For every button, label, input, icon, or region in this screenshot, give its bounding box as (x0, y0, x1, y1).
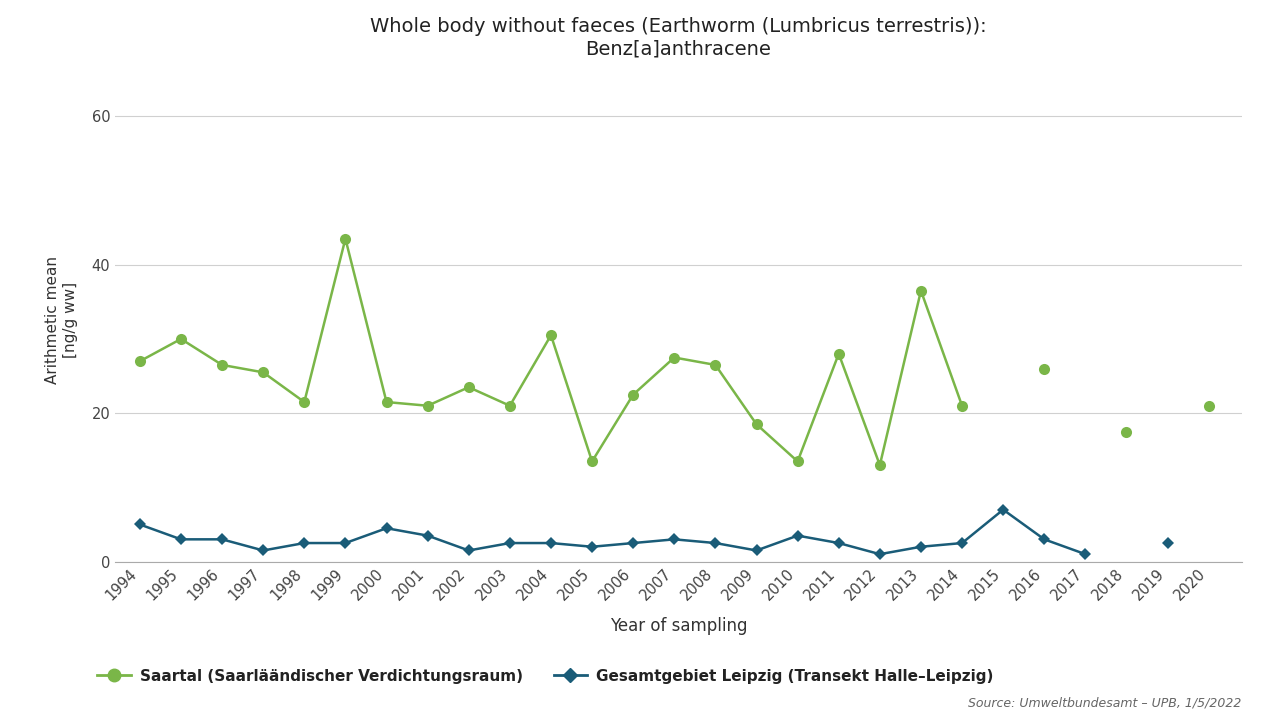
Y-axis label: Arithmetic mean
[ng/g ww]: Arithmetic mean [ng/g ww] (45, 256, 78, 384)
Legend: Saartal (Saarläändischer Verdichtungsraum), Gesamtgebiet Leipzig (Transekt Halle: Saartal (Saarläändischer Verdichtungsrau… (97, 669, 993, 683)
Title: Whole body without faeces (Earthworm (Lumbricus terrestris)):
Benz[a]anthracene: Whole body without faeces (Earthworm (Lu… (370, 17, 987, 58)
X-axis label: Year of sampling: Year of sampling (609, 618, 748, 636)
Text: Source: Umweltbundesamt – UPB, 1/5/2022: Source: Umweltbundesamt – UPB, 1/5/2022 (968, 696, 1242, 709)
